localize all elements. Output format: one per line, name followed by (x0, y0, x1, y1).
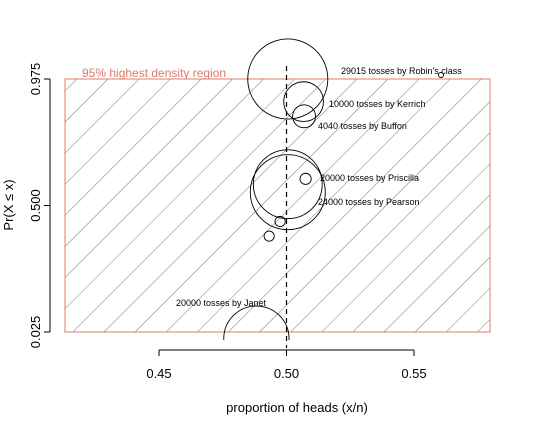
data-point (283, 81, 324, 122)
data-point (249, 154, 326, 231)
point-label: 29015 tosses by Robin's class (341, 66, 462, 76)
data-point (223, 305, 290, 340)
y-tick-label: 0.975 (28, 63, 43, 96)
point-label: 4040 tosses by Buffon (318, 121, 407, 131)
data-point (438, 72, 444, 78)
y-axis: 0.025 0.500 0.975 (28, 63, 51, 349)
point-label: 20000 tosses by Priscilla (320, 173, 419, 183)
x-tick-label: 0.50 (274, 366, 299, 381)
y-tick-label: 0.025 (28, 316, 43, 349)
hdr-hatching (65, 79, 490, 332)
data-point (247, 38, 329, 120)
points-layer (223, 38, 444, 340)
x-axis: 0.45 0.50 0.55 (146, 349, 427, 381)
data-point (252, 149, 323, 220)
y-axis-label: Pr(X ≤ x) (1, 179, 16, 230)
x-axis-label: proportion of heads (x/n) (226, 400, 368, 415)
y-tick-label: 0.500 (28, 189, 43, 222)
point-label: 10000 tosses by Kerrich (329, 99, 426, 109)
point-label: 24000 tosses by Pearson (318, 197, 420, 207)
data-point (299, 172, 312, 185)
hdr-border (64, 78, 491, 333)
x-tick-label: 0.55 (401, 366, 426, 381)
point-labels-layer: 29015 tosses by Robin's class 10000 tosse… (176, 66, 462, 308)
hdr-region-layer: 95% highest density region (64, 66, 491, 333)
x-tick-label: 0.45 (146, 366, 171, 381)
point-label: 20000 tosses by Janet (176, 298, 267, 308)
hdr-label: 95% highest density region (82, 66, 226, 80)
data-point (263, 230, 275, 242)
data-point (274, 215, 286, 228)
data-point (292, 104, 317, 129)
